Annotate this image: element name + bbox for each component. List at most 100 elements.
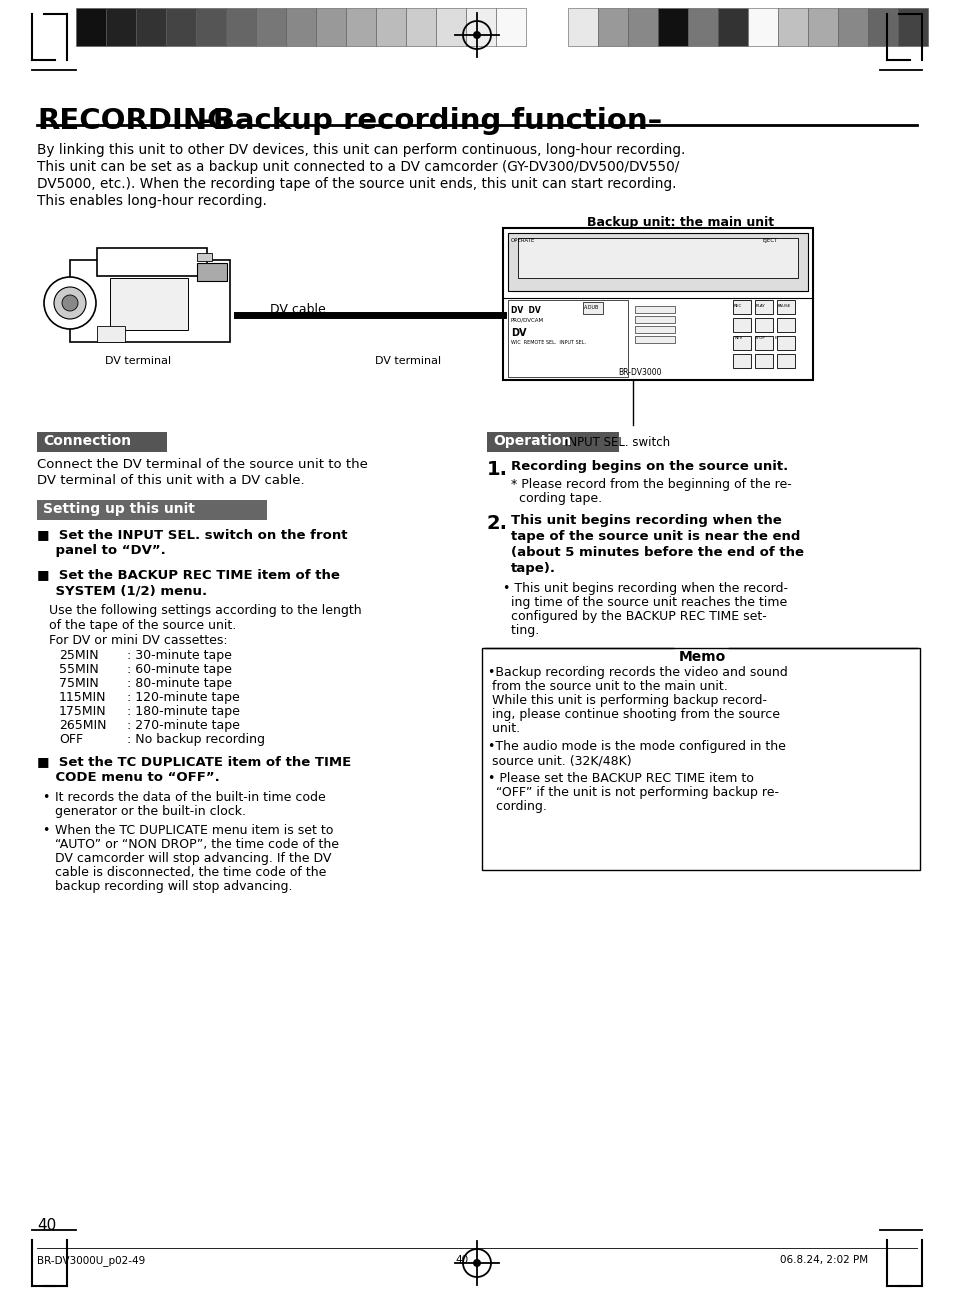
Text: 265MIN: 265MIN	[59, 719, 107, 732]
Text: Backup unit: the main unit: Backup unit: the main unit	[586, 216, 773, 229]
Text: •: •	[42, 790, 50, 803]
Text: PRO/DVCAM: PRO/DVCAM	[511, 318, 543, 322]
Text: • This unit begins recording when the record-: • This unit begins recording when the re…	[502, 582, 787, 595]
Text: While this unit is performing backup record-: While this unit is performing backup rec…	[488, 694, 766, 707]
Circle shape	[62, 295, 78, 311]
Text: : No backup recording: : No backup recording	[127, 733, 265, 746]
Text: OPERATE: OPERATE	[511, 238, 535, 243]
Text: By linking this unit to other DV devices, this unit can perform continuous, long: By linking this unit to other DV devices…	[37, 143, 684, 157]
Text: 40: 40	[455, 1254, 468, 1265]
Text: * Please record from the beginning of the re-: * Please record from the beginning of th…	[511, 478, 791, 491]
Bar	[106, 8, 136, 46]
Bar	[754, 318, 772, 332]
Bar	[718, 8, 747, 46]
Text: This unit begins recording when the: This unit begins recording when the	[511, 514, 781, 526]
Text: tape).: tape).	[511, 562, 556, 575]
Bar	[166, 8, 195, 46]
Text: backup recording will stop advancing.: backup recording will stop advancing.	[55, 880, 293, 893]
Text: STOP: STOP	[754, 335, 765, 341]
Bar	[315, 8, 346, 46]
Text: 115MIN: 115MIN	[59, 692, 107, 705]
Bar	[732, 335, 750, 350]
Text: INPUT SEL. switch: INPUT SEL. switch	[564, 436, 669, 448]
Text: Use the following settings according to the length: Use the following settings according to …	[49, 604, 361, 617]
Text: DV terminal of this unit with a DV cable.: DV terminal of this unit with a DV cable…	[37, 474, 304, 488]
Bar	[635, 335, 675, 343]
Bar	[627, 8, 658, 46]
Bar	[867, 8, 897, 46]
Bar	[732, 300, 750, 315]
Bar	[598, 8, 627, 46]
Text: DV: DV	[511, 328, 526, 338]
Text: from the source unit to the main unit.: from the source unit to the main unit.	[488, 680, 727, 693]
Bar	[110, 278, 188, 330]
Text: ting.: ting.	[502, 624, 538, 637]
Bar	[37, 500, 267, 520]
Bar	[76, 8, 106, 46]
Text: DV terminal: DV terminal	[375, 356, 440, 367]
Text: ■  Set the TC DUPLICATE item of the TIME: ■ Set the TC DUPLICATE item of the TIME	[37, 755, 351, 768]
Text: Recording begins on the source unit.: Recording begins on the source unit.	[511, 460, 787, 473]
Text: REC: REC	[733, 304, 741, 308]
Text: This enables long-hour recording.: This enables long-hour recording.	[37, 194, 267, 208]
Bar	[136, 8, 166, 46]
Bar	[635, 326, 675, 333]
Bar	[635, 306, 675, 313]
Text: RECORDING: RECORDING	[37, 107, 231, 135]
Bar	[436, 8, 465, 46]
Text: ing, please continue shooting from the source: ing, please continue shooting from the s…	[488, 708, 780, 722]
Bar	[776, 354, 794, 368]
Text: 1.: 1.	[486, 460, 507, 478]
Circle shape	[473, 31, 480, 39]
Bar	[658, 8, 687, 46]
Text: REV: REV	[734, 335, 742, 341]
Bar	[37, 432, 167, 452]
Bar	[582, 302, 602, 315]
Bar	[286, 8, 315, 46]
Bar	[732, 318, 750, 332]
Bar	[496, 8, 525, 46]
Bar	[776, 335, 794, 350]
Text: Connect the DV terminal of the source unit to the: Connect the DV terminal of the source un…	[37, 458, 368, 471]
Bar	[567, 8, 598, 46]
Text: : 30-minute tape: : 30-minute tape	[127, 649, 232, 662]
Bar	[687, 8, 718, 46]
Text: cable is disconnected, the time code of the: cable is disconnected, the time code of …	[55, 866, 326, 879]
Text: Setting up this unit: Setting up this unit	[43, 502, 194, 516]
Text: DV  DV: DV DV	[511, 306, 540, 315]
Text: : 180-minute tape: : 180-minute tape	[127, 705, 239, 718]
Bar	[778, 8, 807, 46]
Text: configured by the BACKUP REC TIME set-: configured by the BACKUP REC TIME set-	[502, 610, 766, 623]
Text: of the tape of the source unit.: of the tape of the source unit.	[49, 619, 236, 632]
Bar	[517, 238, 797, 278]
Text: : 60-minute tape: : 60-minute tape	[127, 663, 232, 676]
Text: FF: FF	[774, 335, 779, 341]
Bar	[507, 300, 627, 377]
Text: “AUTO” or “NON DROP”, the time code of the: “AUTO” or “NON DROP”, the time code of t…	[55, 838, 338, 852]
Text: It records the data of the built-in time code: It records the data of the built-in time…	[55, 790, 325, 803]
Text: BR-DV3000: BR-DV3000	[618, 368, 660, 377]
Text: DV camcorder will stop advancing. If the DV: DV camcorder will stop advancing. If the…	[55, 852, 331, 864]
Bar	[776, 318, 794, 332]
Text: ■  Set the BACKUP REC TIME item of the: ■ Set the BACKUP REC TIME item of the	[37, 568, 339, 581]
Bar	[754, 335, 772, 350]
Bar	[226, 8, 255, 46]
Bar	[747, 8, 778, 46]
Text: ■  Set the INPUT SEL. switch on the front: ■ Set the INPUT SEL. switch on the front	[37, 528, 347, 541]
Circle shape	[44, 277, 96, 329]
Text: DV terminal: DV terminal	[105, 356, 171, 367]
Text: cording tape.: cording tape.	[511, 491, 601, 504]
Circle shape	[473, 1258, 480, 1267]
Bar	[481, 647, 919, 870]
Text: : 120-minute tape: : 120-minute tape	[127, 692, 239, 705]
Text: 75MIN: 75MIN	[59, 677, 99, 690]
Text: WIC  REMOTE SEL.  INPUT SEL.: WIC REMOTE SEL. INPUT SEL.	[511, 341, 585, 344]
Text: SYSTEM (1/2) menu.: SYSTEM (1/2) menu.	[37, 584, 207, 597]
Text: 2.: 2.	[486, 514, 507, 533]
Bar	[897, 8, 927, 46]
Text: • Please set the BACKUP REC TIME item to: • Please set the BACKUP REC TIME item to	[488, 772, 753, 785]
Text: ing time of the source unit reaches the time: ing time of the source unit reaches the …	[502, 595, 786, 608]
Bar	[97, 248, 207, 276]
Bar	[502, 227, 812, 380]
Text: DV cable: DV cable	[270, 303, 325, 316]
